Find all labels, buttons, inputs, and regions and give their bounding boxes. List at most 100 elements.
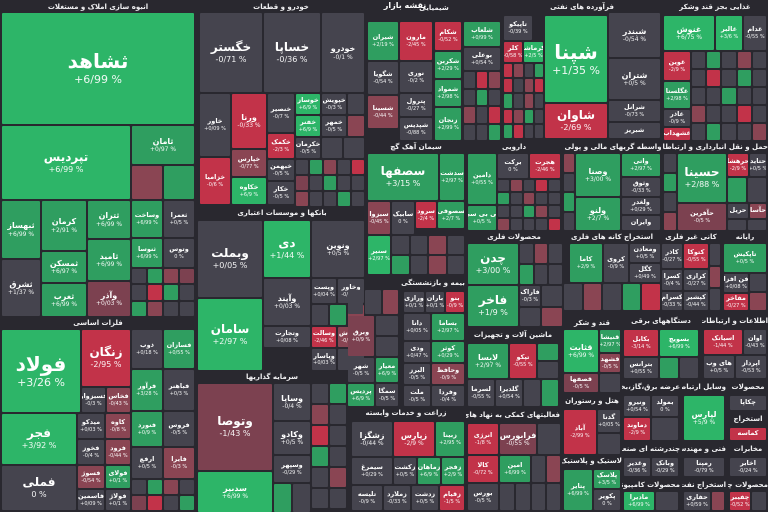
tile-کالا[interactable]: کالا -0/72 % <box>468 456 498 482</box>
tile-حرهشا[interactable]: حرهشا -2/9 % <box>728 154 748 176</box>
tile-small[interactable] <box>164 480 178 494</box>
tile-وفردا[interactable]: وفردا -0/4 % <box>432 386 464 406</box>
tile-شاوان[interactable]: شاوان -2/69 % <box>545 104 607 138</box>
tile-small[interactable] <box>534 124 543 138</box>
tile-وساخت[interactable]: وساخت +6/99 % <box>132 201 162 237</box>
tile-small[interactable] <box>324 176 336 190</box>
tile-small[interactable] <box>549 193 560 204</box>
tile-فروس[interactable]: فروس -0/5 % <box>164 412 194 446</box>
tile-تپکو[interactable]: تپکو -0/55 % <box>510 344 536 378</box>
tile-بنو[interactable]: بنو -0/9 % <box>446 292 464 312</box>
tile-ثامید[interactable]: ثامید +6/99 % <box>88 240 130 280</box>
tile-پردیس[interactable]: پردیس +6/9 % <box>348 384 374 406</box>
tile-لسرما[interactable]: لسرما -0/55 % <box>468 380 494 406</box>
tile-small[interactable] <box>520 308 540 326</box>
tile-small[interactable] <box>549 265 562 284</box>
tile-small[interactable] <box>722 52 736 68</box>
tile-ورنا[interactable]: ورنا -0/33 % <box>232 94 266 148</box>
tile-وبملت[interactable]: وبملت +0/05 % <box>198 221 262 297</box>
tile-ولنو[interactable]: ولنو +2/7 % <box>576 198 620 230</box>
tile-شپنا[interactable]: شپنا +1/35 % <box>545 16 607 102</box>
tile-نوری[interactable]: نوری -0/2 % <box>400 62 432 92</box>
tile-اخابر[interactable]: اخابر -0/24 % <box>730 458 766 476</box>
tile-small[interactable] <box>692 124 706 140</box>
tile-small[interactable] <box>312 405 328 424</box>
tile-فاراک[interactable]: فاراک -0/3 % <box>520 286 540 306</box>
tile-شمواد[interactable]: شمواد +2/98 % <box>435 80 461 106</box>
tile-small[interactable] <box>642 284 660 310</box>
tile-small[interactable] <box>382 290 398 314</box>
tile-small[interactable] <box>180 285 194 300</box>
tile-دامین[interactable]: دامین +0/55 % <box>468 154 496 204</box>
tile-کاذر[interactable]: کاذر -0/27 % <box>662 244 682 268</box>
tile-small[interactable] <box>312 305 328 325</box>
tile-زدشت[interactable]: زدشت +0/5 % <box>412 486 438 510</box>
tile-small[interactable] <box>180 301 194 316</box>
tile-شسینا[interactable]: شسینا -0/44 % <box>368 96 398 128</box>
tile-فسوژ[interactable]: فسوژ -0/54 % <box>78 466 104 488</box>
tile-small[interactable] <box>692 70 706 86</box>
tile-small[interactable] <box>464 89 475 105</box>
tile-سدشت[interactable]: سدشت +2/97 % <box>440 154 464 200</box>
tile-خکاوه[interactable]: خکاوه +6/9 % <box>232 178 266 204</box>
tile-شکام[interactable]: شکام -0/52 % <box>435 22 461 50</box>
tile-شلعاب[interactable]: شلعاب +0/99 % <box>464 22 500 46</box>
tile-ونوین[interactable]: ونوین +0/5 % <box>312 221 364 277</box>
tile-small[interactable] <box>692 106 706 122</box>
tile-small[interactable] <box>510 206 522 217</box>
tile-small[interactable] <box>324 192 336 206</box>
tile-لپارس[interactable]: لپارس +5/9 % <box>684 396 724 440</box>
tile-تلیسه[interactable]: تلیسه -0/9 % <box>352 486 382 510</box>
tile-small[interactable] <box>338 192 350 206</box>
tile-ومعادن[interactable]: ومعادن +0/5 % <box>630 244 660 262</box>
tile-خساپا[interactable]: خساپا -0/36 % <box>264 13 320 92</box>
tile-small[interactable] <box>476 107 488 123</box>
tile-small[interactable] <box>707 52 721 68</box>
tile-small[interactable] <box>148 496 162 510</box>
tile-small[interactable] <box>330 426 346 445</box>
tile-small[interactable] <box>707 70 721 86</box>
tile-small[interactable] <box>542 380 558 406</box>
tile-small[interactable] <box>536 219 548 230</box>
tile-شپدیس[interactable]: شپدیس -0/88 % <box>400 118 432 140</box>
tile-فسازان[interactable]: فسازان +0/55 % <box>164 330 194 368</box>
tile-small[interactable] <box>524 380 540 406</box>
tile-small[interactable] <box>728 178 746 202</box>
tile-حسینا[interactable]: حسینا +2/88 % <box>678 154 726 202</box>
tile-ارفع[interactable]: ارفع +0/5 % <box>132 448 162 478</box>
tile-اوان[interactable]: اوان -0/43 % <box>744 330 766 354</box>
tile-small[interactable] <box>707 88 721 104</box>
tile-میدکو[interactable]: میدکو +0/03 % <box>78 414 104 438</box>
tile-small[interactable] <box>338 160 350 174</box>
tile-small[interactable] <box>330 305 346 325</box>
tile-غالبر[interactable]: غالبر +3/6 % <box>716 16 742 50</box>
tile-small[interactable] <box>748 178 766 202</box>
tile-کرماشا[interactable]: کرماشا+2/5 % <box>524 42 543 62</box>
tile-حتاید[interactable]: حتاید+0/5 % <box>750 154 766 176</box>
tile-small[interactable] <box>520 244 533 263</box>
tile-وتوس[interactable]: وتوس 0 % <box>164 239 194 267</box>
tile-small[interactable] <box>707 106 721 122</box>
tile-small[interactable] <box>180 480 194 494</box>
tile-small[interactable] <box>656 492 678 510</box>
tile-سابیک[interactable]: سابیک 0 % <box>392 202 414 234</box>
tile-کماسه[interactable]: کماسه <box>730 428 766 440</box>
tile-های وب[interactable]: های وب +0/5 % <box>704 356 734 378</box>
tile-چدن[interactable]: چدن +3/00 % <box>468 244 518 284</box>
tile-فن افزا[interactable]: فن افزا +0/08 % <box>724 274 748 292</box>
tile-small[interactable] <box>510 219 522 230</box>
tile-small[interactable] <box>476 89 488 105</box>
tile-فرود[interactable]: فرود -0/44 % <box>106 440 130 464</box>
tile-خکمک[interactable]: خکمک -2/3 % <box>268 134 294 158</box>
tile-کلر[interactable]: کلر -0/58 % <box>504 42 522 62</box>
tile-شبریز[interactable]: شبریز <box>609 123 660 138</box>
tile-کگل[interactable]: کگل +0/49 % <box>630 264 660 282</box>
tile-small[interactable] <box>514 124 523 138</box>
tile-ثشاهد[interactable]: ثشاهد +6/99 % <box>2 13 194 124</box>
tile-small[interactable] <box>447 256 464 274</box>
tile-سصفها[interactable]: سصفها +3/15 % <box>368 154 438 200</box>
tile-small[interactable] <box>692 88 706 104</box>
tile-فولای[interactable]: فولای +0/1 % <box>106 466 130 488</box>
tile-small[interactable] <box>376 316 398 335</box>
tile-small[interactable] <box>132 496 146 510</box>
